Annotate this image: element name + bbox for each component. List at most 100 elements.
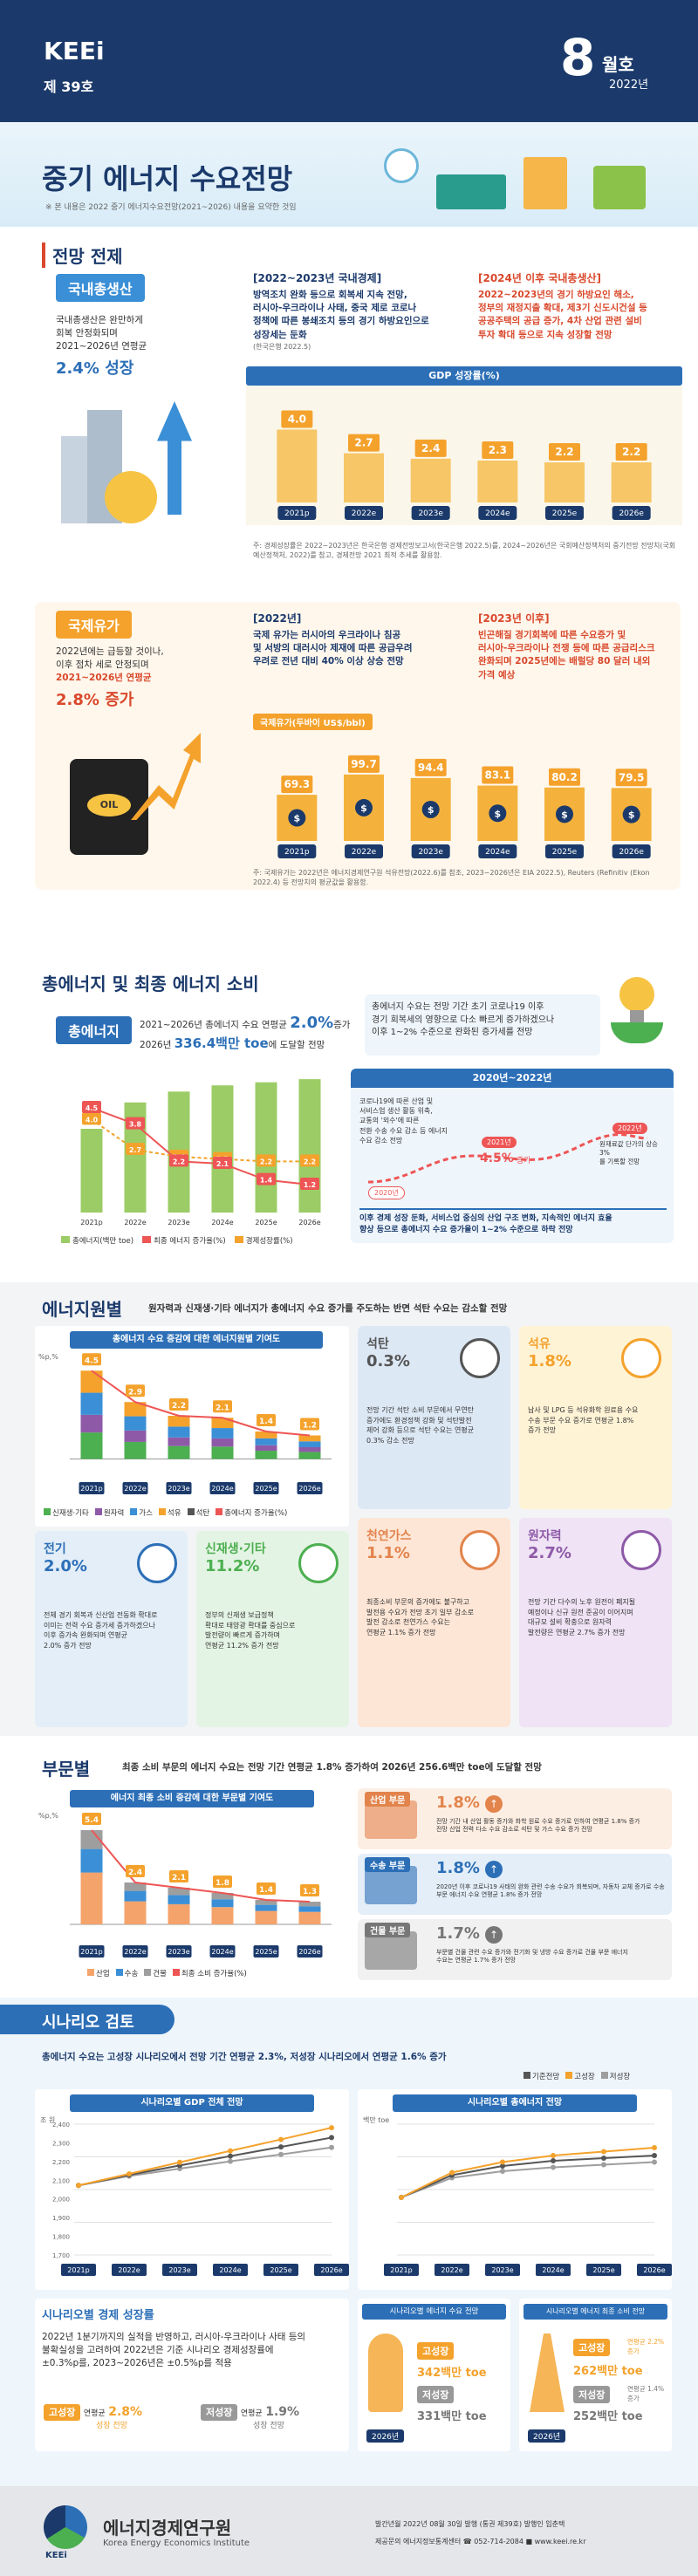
total-label: 2.4 [128,1869,142,1877]
growth-line-label: 1.2 [304,1181,316,1189]
stack-segment [255,1904,277,1911]
dollar-icon-text: $ [360,803,367,814]
factory-icon [365,1800,417,1839]
gdp-line-label-bg [300,1154,319,1167]
x-tick-label: 2023e [418,848,443,857]
trend-rise-label: 증가 [517,1157,531,1165]
trend-rise: 4.5% [480,1151,514,1165]
section-heading-total: 총에너지 및 최종 에너지 소비 [42,974,259,994]
x-tick-label: 2022e [124,1485,146,1493]
trend-line: 서비스업 생산 활동 위축, [359,1107,433,1116]
x-tick-label: 2022e [352,848,377,857]
x-tick-label: 2021p [67,2266,89,2274]
title-band: 중기 에너지 수요전망 ※ 본 내용은 2022 중기 에너지수요전망(2021… [0,122,698,227]
source-chart-legend: 신재생·기타 원자력 가스 석유 석탄 총에너지 증가율(%) [44,1507,293,1518]
total-chart-legend: 총에너지(백만 toe) 최종 에너지 증가율(%) 경제성장률(%) [61,1235,302,1246]
base-point [278,2144,284,2150]
econ-low-label: 저성장 [201,2404,238,2421]
total-bubble-line: 경기 회복세의 영향으로 다소 빠르게 증가하겠으나 [372,1015,555,1025]
source-card-line: 전망 기간 다수의 노후 원전이 폐지될 [528,1598,636,1606]
total-desc-2c: 에 도달할 전망 [268,1040,325,1051]
stack-segment [168,1895,190,1904]
x-label-bg [478,844,517,858]
x-label-bg [61,2264,96,2276]
gdp-col1-title: [2022~2023년 국내경제] [253,272,382,284]
gdp-col1-line: 정책에 따른 봉쇄조치 등의 경기 하방요인으로 [253,316,429,327]
source-card-line: 증가에도 환경정책 강화 및 석탄발전 [366,1416,472,1425]
stack-segment [168,1426,190,1438]
x-tick-label: 2025e [552,848,578,857]
oil-col2: [2023년 이후] 빈곤해질 경기회복에 따른 수요증가 및 러시아-우크라이나… [478,611,679,682]
gdp-col2: [2024년 이후 국내총생산] 2022~2023년의 경기 하방요인 해소,… [478,270,679,342]
stack-segment [298,1902,321,1907]
up-arrow-icon: ↑ [485,1861,503,1878]
x-label-bg [162,2264,197,2276]
trend-title: 2020년~2022년 [351,1069,674,1088]
total-label-bg [300,1418,319,1431]
bar-value-label: 83.1 [485,769,511,782]
econ-low-rate-caption: 성장 전망 [253,2422,284,2430]
legend-item: 산업 [87,1969,110,1978]
oil-desc-2: 이후 점차 세로 안정되며 [56,659,149,671]
bar-label-bg [414,758,447,776]
high-point [278,2136,284,2142]
gdp-chart-header: GDP 성장률(%) [246,366,682,386]
x-tick-label: 2023e [168,1219,189,1227]
high-point [449,2169,455,2176]
sector-chart-legend: 산업 수송 건물 최종 소비 증가율(%) [87,1968,253,1978]
footer-logo-text: KEEi [45,2551,67,2560]
demand-box-title: 시나리오별 에너지 수요 전망 [362,2304,506,2320]
total-label: 1.8 [216,1879,229,1888]
growth-line-label-bg [126,1117,145,1130]
high-scenario-line [78,2127,332,2187]
gdp-col2-text: 2022~2023년의 경기 하방요인 해소, 정부의 재정지출 확대, 제3기 … [478,289,679,342]
section-heading-scenario: 시나리오 검토 [42,2013,134,2032]
bar-value-label: 79.5 [619,771,645,783]
low-point [500,2169,505,2174]
scenario-heading-bar: 시나리오 검토 [0,2005,174,2034]
total-label-bg [169,1870,188,1882]
sector-card-name: 수송 부문 [365,1857,411,1872]
dollar-icon-text: $ [561,809,568,820]
total-bubble-text: 총에너지 수요는 전망 기간 초기 코로나19 이후 경기 회복세의 영향으로 다… [372,1001,593,1040]
econ-high-label: 고성장 [44,2404,81,2421]
econ-low: 저성장 연평균 1.9% 성장 전망 [201,2404,349,2430]
sector-card-line: 수요는 연평균 1.7% 증가 전망 [436,1957,517,1964]
dollar-icon [355,798,373,817]
base-point [652,2153,657,2158]
page-subtitle: ※ 본 내용은 2022 중기 에너지수요전망(2021~2026) 내용을 요… [45,203,297,212]
demand-year: 2026년 [366,2429,405,2443]
total-desc-1: 2021~2026년 총에너지 수요 [140,1020,259,1030]
x-tick-label: 2026e [643,2266,665,2274]
month-number: 8 [560,28,596,87]
stack-segment [255,1431,277,1438]
y-tick-label: 2,100 [52,2177,70,2184]
source-card-line: 제어 강화 등으로 석탄 수요는 연평균 [366,1426,475,1435]
source-card-line: 발전량은 연평균 2.7% 증가 전망 [528,1628,626,1636]
scen-chart1-title: 시나리오별 GDP 전체 전망 [70,2094,314,2112]
oil-chart-header: 국제유가(두바이 US$/bbl) [253,714,373,730]
bar-2025e [544,462,585,502]
base-point [500,2163,505,2169]
source-card-line: 대규모 설비 확충으로 원자력 [528,1618,612,1627]
oil-col2-line: 빈곤해질 경기회복에 따른 수요증가 및 [478,630,626,640]
gdp-line-label-bg [257,1154,276,1167]
gdp-col2-line: 투자 확대 등으로 지속 성장할 전망 [478,329,612,340]
gdp-col1-line: 성장세는 둔화 [253,329,307,340]
high-point [551,2153,556,2158]
total-desc-2-value: 336.4백만 toe [174,1035,269,1052]
scen-chart1-svg: 1,700 1,800 1,900 2,000 2,100 2,200 2,300 2,400… [52,2122,349,2276]
gdp-col1: [2022~2023년 국내경제] 방역조치 완화 등으로 회복세 지속 전망,… [253,270,454,352]
legend-item: 고성장 [565,2072,595,2081]
bar-value-label: 4.0 [288,413,306,425]
oil-col2-title: [2023년 이후] [478,612,550,625]
x-tick-label: 2024e [485,509,510,518]
source-card-line: 2.0% 증가 전망 [44,1641,92,1650]
total-label: 1.4 [259,1418,273,1426]
stack-segment [124,1416,147,1431]
total-label-bg [169,1398,188,1411]
sector-card: 건물 부문 1.7% ↑ 부문별 건물 관련 수요 증가와 전기화 및 냉방 수요 증… [358,1919,672,1980]
x-tick-label: 2025e [255,1485,277,1493]
sector-contribution-chart: 2021p 2022e 2023e 2024e 2025e 2026e 5.4 2.4 2.1 1… [35,1811,349,1964]
lng-tank-icon [460,1530,500,1570]
